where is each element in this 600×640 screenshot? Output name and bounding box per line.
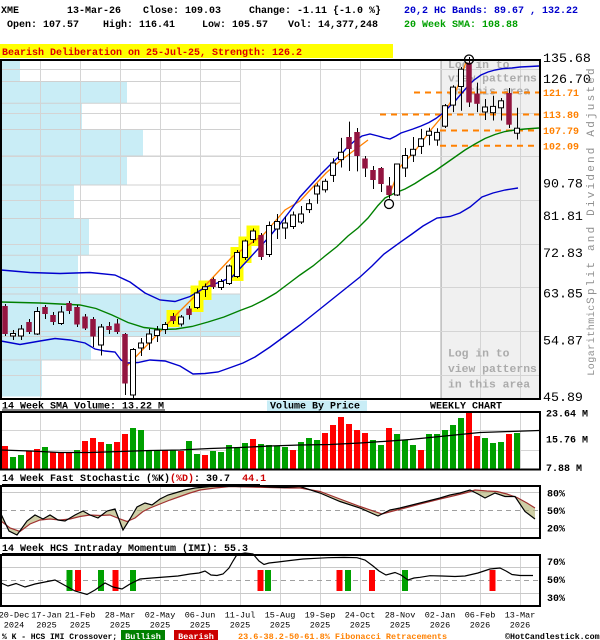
svg-text:Bearish Deliberation on 25-Jul: Bearish Deliberation on 25-Jul-25, Stren… (2, 47, 302, 59)
svg-text:Logarithmic: Logarithmic (586, 304, 598, 376)
svg-text:06-Jun: 06-Jun (185, 611, 216, 621)
svg-text:2025: 2025 (390, 621, 410, 631)
svg-text:in this area: in this area (448, 380, 530, 392)
svg-text:15.76 M: 15.76 M (546, 436, 588, 447)
svg-text:Log in to: Log in to (448, 60, 510, 72)
svg-text:2025: 2025 (70, 621, 90, 631)
svg-text:2025: 2025 (310, 621, 330, 631)
svg-text:14 Week HCS Intraday Momentum: 14 Week HCS Intraday Momentum (IMI): 55.… (2, 543, 248, 555)
svg-text:WEEKLY CHART: WEEKLY CHART (430, 402, 502, 413)
svg-text:20-Dec: 20-Dec (0, 611, 29, 621)
svg-text:Bullish: Bullish (125, 632, 161, 640)
svg-text:Vol: 14,377,248: Vol: 14,377,248 (288, 19, 378, 31)
svg-text:126.70: 126.70 (543, 72, 591, 87)
svg-text:28-Nov: 28-Nov (385, 611, 416, 621)
svg-text:24-Oct: 24-Oct (345, 611, 376, 621)
svg-text:20,2 HC Bands: 89.67 , 132.22: 20,2 HC Bands: 89.67 , 132.22 (404, 5, 578, 17)
svg-text:81.81: 81.81 (543, 209, 583, 224)
svg-text:20%: 20% (547, 525, 565, 536)
svg-text:113.80: 113.80 (543, 111, 579, 122)
svg-text:Low: 105.57: Low: 105.57 (202, 20, 268, 31)
svg-text:80%: 80% (547, 490, 565, 501)
svg-text:Bearish: Bearish (178, 632, 214, 640)
svg-text:7.88 M: 7.88 M (546, 464, 582, 475)
svg-text:2026: 2026 (470, 621, 490, 631)
svg-text:45.89: 45.89 (543, 390, 583, 405)
svg-text:50%: 50% (547, 576, 565, 587)
svg-text:54.87: 54.87 (543, 334, 583, 349)
svg-text:13-Mar-26: 13-Mar-26 (67, 6, 121, 17)
svg-text:Change: -1.11 {-1.0 %}: Change: -1.11 {-1.0 %} (249, 5, 381, 17)
svg-text:102.09: 102.09 (543, 142, 579, 153)
svg-text:90.78: 90.78 (543, 177, 583, 192)
svg-text:2025: 2025 (36, 621, 56, 631)
svg-text:20 Week SMA: 108.88: 20 Week SMA: 108.88 (404, 19, 518, 31)
svg-text:2025: 2025 (270, 621, 290, 631)
svg-text:121.71: 121.71 (543, 89, 579, 100)
svg-text:2024: 2024 (4, 621, 24, 631)
svg-text:72.83: 72.83 (543, 246, 583, 261)
svg-text:2025: 2025 (110, 621, 130, 631)
svg-text:02-May: 02-May (145, 611, 176, 621)
svg-text:28-Mar: 28-Mar (105, 611, 136, 621)
svg-text:% K - HCS IMI Crossover;: % K - HCS IMI Crossover; (2, 633, 117, 640)
svg-text:19-Sep: 19-Sep (305, 611, 336, 621)
svg-text:Split and Dividend Adjusted: Split and Dividend Adjusted (586, 66, 598, 304)
svg-text:21-Feb: 21-Feb (65, 611, 96, 621)
svg-text:30%: 30% (547, 594, 565, 605)
svg-text:Close: 109.03: Close: 109.03 (143, 5, 221, 17)
svg-text:15-Aug: 15-Aug (265, 611, 296, 621)
svg-text:2025: 2025 (350, 621, 370, 631)
svg-text:2026: 2026 (510, 621, 530, 631)
svg-text:11-Jul: 11-Jul (225, 611, 256, 621)
svg-text:13-Mar: 13-Mar (505, 611, 536, 621)
svg-text:70%: 70% (547, 558, 565, 569)
svg-text:02-Jan: 02-Jan (425, 611, 456, 621)
svg-text:50%: 50% (547, 507, 565, 518)
svg-text:107.79: 107.79 (543, 127, 579, 138)
svg-text:2026: 2026 (430, 621, 450, 631)
svg-text:14 Week Fast Stochastic (%K)(%: 14 Week Fast Stochastic (%K)(%D): 30.7 4… (2, 473, 266, 485)
svg-text:view patterns: view patterns (448, 364, 537, 376)
svg-text:23.64 M: 23.64 M (546, 410, 588, 421)
svg-text:14 Week SMA Volume: 13.22 M: 14 Week SMA Volume: 13.22 M (2, 401, 164, 413)
svg-text:135.68: 135.68 (543, 51, 591, 66)
svg-text:23.6-38.2-50-61.8% Fibonacci R: 23.6-38.2-50-61.8% Fibonacci Retracement… (238, 632, 447, 640)
svg-text:2025: 2025 (230, 621, 250, 631)
svg-text:2025: 2025 (190, 621, 210, 631)
svg-text:Open: 107.57: Open: 107.57 (7, 20, 79, 31)
svg-text:06-Feb: 06-Feb (465, 611, 496, 621)
svg-text:17-Jan: 17-Jan (31, 611, 62, 621)
svg-text:Log in to: Log in to (448, 349, 510, 361)
svg-text:XME: XME (1, 6, 19, 17)
svg-text:©HotCandlestick.com: ©HotCandlestick.com (505, 632, 600, 640)
svg-text:2025: 2025 (150, 621, 170, 631)
svg-text:High: 116.41: High: 116.41 (103, 19, 175, 31)
svg-text:Volume By Price: Volume By Price (270, 401, 360, 413)
svg-text:63.85: 63.85 (543, 287, 583, 302)
